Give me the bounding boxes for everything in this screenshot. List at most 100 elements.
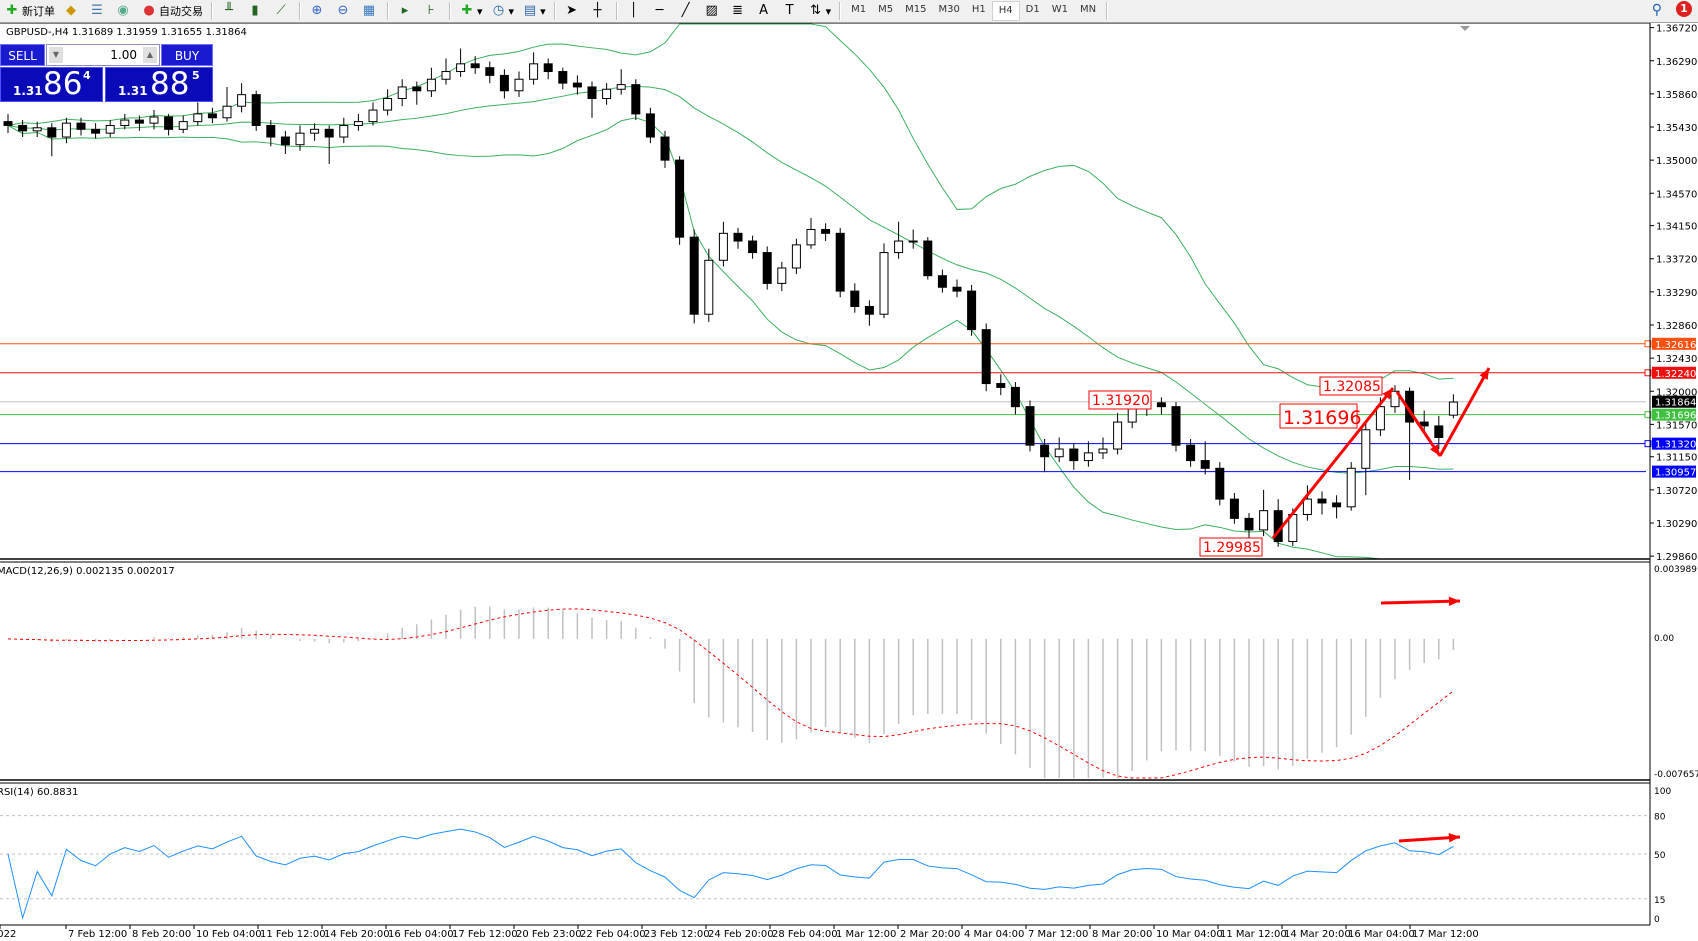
candle-bullish <box>105 124 115 134</box>
new-order-button[interactable]: ✚ 新订单 <box>0 1 59 21</box>
bollinger-lower-band <box>7 117 1454 560</box>
time-axis-label: 2 Mar 20:00 <box>900 929 960 940</box>
timeframe-h4[interactable]: H4 <box>991 1 1020 21</box>
candle-bullish <box>908 240 918 243</box>
auto-scroll-button[interactable]: ▸ <box>393 1 419 21</box>
zoom-in-button[interactable]: ⊕ <box>305 1 331 21</box>
candle-bearish <box>485 67 495 76</box>
search-icon[interactable]: ⚲ <box>1651 2 1662 18</box>
level-handle[interactable] <box>1644 369 1652 377</box>
candle-bearish <box>937 275 947 288</box>
macd-axis-label: 0.003989 <box>1654 565 1697 575</box>
timeframe-w1[interactable]: W1 <box>1051 4 1068 15</box>
candle-bearish <box>1040 444 1050 458</box>
time-axis-label: 14 Mar 20:00 <box>1284 929 1351 940</box>
tile-windows-icon: ▦ <box>362 3 376 18</box>
buy-button[interactable]: BUY <box>161 44 213 66</box>
candlestick-button[interactable]: ▮ <box>243 1 269 21</box>
sell-button[interactable]: SELL <box>0 44 45 66</box>
indicators-button[interactable]: ✚ ▾ <box>455 1 487 21</box>
candle-bullish <box>368 109 378 123</box>
chart-shift-marker[interactable] <box>1460 26 1470 31</box>
text-button[interactable]: A <box>752 1 778 21</box>
level-handle[interactable] <box>1644 340 1652 348</box>
candle-bullish <box>1054 448 1064 458</box>
timeframe-h1[interactable]: H1 <box>971 4 986 15</box>
candle-bullish <box>1302 498 1312 516</box>
chart-shift-button[interactable]: ⊦ <box>419 1 445 21</box>
tile-windows-button[interactable]: ▦ <box>357 1 383 21</box>
candle-bullish <box>616 84 626 90</box>
candle-bearish <box>689 236 699 315</box>
candle-bearish <box>1200 460 1210 469</box>
vertical-line-button[interactable]: │ <box>622 1 648 21</box>
candle-bearish <box>733 232 743 242</box>
timeframe-d1[interactable]: D1 <box>1025 4 1040 15</box>
candle-bullish <box>1259 510 1269 531</box>
candle-bullish <box>777 267 787 284</box>
arrow-up-1 <box>1271 387 1395 539</box>
market-watch-button[interactable]: ◆ <box>59 1 85 21</box>
buy-price[interactable]: 1.31 88 5 <box>105 66 213 102</box>
periods-button[interactable]: ◷ ▾ <box>487 1 519 21</box>
auto-trading-icon: ● <box>143 3 155 18</box>
candle-bearish <box>3 121 13 126</box>
auto-trading-button[interactable]: ● 自动交易 <box>137 1 207 21</box>
candle-bullish <box>193 113 203 123</box>
level-handle[interactable] <box>1644 440 1652 448</box>
price-axis-label: 1.32000 <box>1656 387 1697 398</box>
level-price-label: 1.32616 <box>1655 340 1696 351</box>
price-axis-label: 1.32430 <box>1656 354 1697 365</box>
templates-button[interactable]: ▤ ▾ <box>523 3 546 18</box>
horizontal-levels: 1.32616 1.32240 1.31864 1.31696 1.31320 1.309… <box>0 337 1696 479</box>
candle-bearish <box>91 128 101 134</box>
signals-button[interactable]: ◉ <box>111 1 137 21</box>
buy-price-pips: 88 <box>150 66 190 102</box>
lot-decrease-button[interactable]: ▼ <box>49 47 63 63</box>
timeframe-mn[interactable]: MN <box>1079 4 1097 15</box>
lot-increase-button[interactable]: ▲ <box>143 47 157 63</box>
one-click-trading-panel: SELL ▼ ▲ BUY 1.31 86 4 1.31 88 5 <box>0 44 213 102</box>
time-axis-label: 11 Mar 12:00 <box>1220 929 1287 940</box>
candle-bearish <box>1332 502 1342 508</box>
candle-bullish <box>1390 390 1400 408</box>
time-axis-label: 16 Feb 04:00 <box>388 929 454 940</box>
rsi-axis-label: 50 <box>1654 851 1666 861</box>
time-axis-label: 8 Feb 20:00 <box>132 929 191 940</box>
candle-bearish <box>558 71 568 84</box>
zoom-out-button[interactable]: ⊖ <box>331 1 357 21</box>
candle-bearish <box>996 383 1006 388</box>
level-price-label: 1.30957 <box>1655 468 1696 479</box>
timeframe-m1[interactable]: M1 <box>851 4 867 15</box>
sell-price[interactable]: 1.31 86 4 <box>0 66 103 102</box>
timeframe-m30[interactable]: M30 <box>938 4 960 15</box>
price-axis-label: 1.33290 <box>1656 288 1697 299</box>
trendline-button[interactable]: ╱ <box>674 1 700 21</box>
candle-bearish <box>47 127 57 138</box>
candle-bullish <box>222 105 232 119</box>
lot-size-input[interactable] <box>65 47 137 63</box>
crosshair-button[interactable]: ┼ <box>586 1 612 21</box>
arrows-button[interactable]: ⇅ ▾ <box>804 1 836 21</box>
fibonacci-button[interactable]: ≣ <box>726 1 752 21</box>
time-axis-label: 7 Mar 12:00 <box>1028 929 1088 940</box>
horizontal-line-button[interactable]: ─ <box>648 1 674 21</box>
bar-chart-button[interactable]: ╨ <box>217 1 243 21</box>
timeframe-m15[interactable]: M15 <box>905 4 927 15</box>
candle-bearish <box>660 136 670 161</box>
timeframe-m5[interactable]: M5 <box>878 4 894 15</box>
data-window-button[interactable]: ☰ <box>85 1 111 21</box>
candle-bearish <box>18 124 28 132</box>
level-handle[interactable] <box>1644 411 1652 419</box>
equidistant-channel-button[interactable]: ▨ <box>700 1 726 21</box>
text-label-button[interactable]: T <box>778 1 804 21</box>
macd-arrow-head <box>1448 596 1460 606</box>
notification-icon[interactable]: 1 <box>1676 1 1692 17</box>
line-chart-button[interactable]: ⟋ <box>269 1 295 21</box>
candle-bearish <box>470 63 480 69</box>
symbol-info: GBPUSD-,H4 1.31689 1.31959 1.31655 1.318… <box>6 27 247 38</box>
candle-bearish <box>821 228 831 234</box>
cursor-button[interactable]: ➤ <box>560 1 586 21</box>
price-axis-label: 1.29860 <box>1656 552 1697 563</box>
